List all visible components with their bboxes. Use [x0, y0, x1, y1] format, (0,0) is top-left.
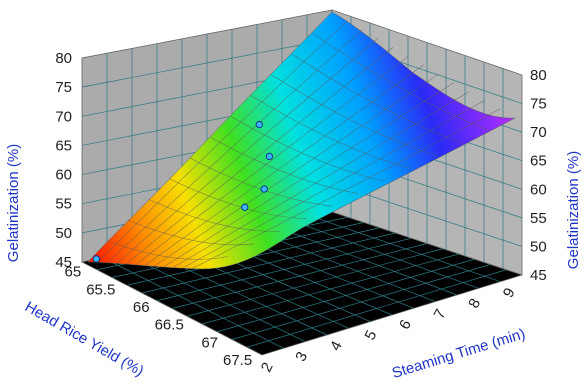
z-tick-label-right: 50 [530, 238, 547, 255]
data-point [260, 185, 268, 193]
surface-mesh-line [182, 100, 485, 269]
surface-mesh-line [154, 73, 439, 267]
data-point [241, 203, 249, 211]
y-tick-label: 65 [65, 264, 82, 281]
x-tick-label: 2 [258, 360, 277, 375]
surface-mesh-line [192, 108, 500, 269]
surface-mesh-line [311, 32, 490, 131]
surface-mesh-line [128, 220, 255, 246]
z-tick-label-right: 65 [530, 153, 547, 170]
z-tick-label-right: 70 [530, 124, 547, 141]
floor-gridline [311, 215, 501, 282]
z-tick-label-left: 50 [55, 225, 72, 242]
surface-mesh-line [144, 64, 424, 266]
floor-gridline [231, 264, 491, 340]
y-axis-label: Head Rice Yield (%) [22, 298, 147, 380]
surface-mesh-line [148, 199, 281, 232]
surface-mesh-line [209, 136, 359, 194]
z-tick-label-left: 45 [55, 254, 72, 271]
surface-mesh-line [250, 95, 411, 169]
surface-mesh-line [125, 47, 394, 265]
data-point [255, 120, 263, 129]
z-tick-label-right: 80 [530, 67, 547, 84]
z-tick-label-left: 55 [55, 196, 72, 213]
y-tick-label: 66 [133, 299, 150, 316]
x-tick-label: 6 [396, 317, 415, 332]
x-tick-label: 8 [465, 296, 484, 311]
z-axis-label-left: Gelatinization (%) [5, 144, 22, 262]
surface-mesh-line [163, 82, 455, 267]
z-axis-label-right: Gelatinization (%) [565, 151, 582, 269]
x-tick-label: 4 [327, 338, 346, 353]
surface-mesh-line [270, 74, 437, 157]
y-tick-label: 67 [201, 334, 218, 351]
surface-mesh-line [106, 29, 363, 264]
z-tick-label-right: 60 [530, 181, 547, 198]
surface-mesh-line [291, 53, 463, 144]
x-tick-label: 5 [362, 328, 381, 343]
data-point [265, 152, 274, 161]
surface-mesh-line [116, 38, 378, 264]
x-axis-label: Steaming Time (min) [390, 325, 527, 382]
y-tick-label: 67.5 [223, 352, 252, 369]
z-tick-label-left: 80 [55, 50, 72, 67]
floor-gridline [246, 269, 507, 348]
z-tick-label-right: 75 [530, 96, 547, 113]
surface-mesh [97, 20, 500, 269]
surface-mesh-line [173, 91, 470, 268]
surface-mesh-line [108, 240, 229, 260]
z-tick-label-right: 45 [530, 267, 547, 284]
y-tick-label: 65.5 [86, 281, 115, 298]
z-tick-label-left: 60 [55, 167, 72, 184]
surface-mesh-line [97, 20, 348, 263]
y-tick-label: 66.5 [155, 317, 184, 334]
x-tick-label: 3 [292, 349, 311, 364]
z-tick-label-left: 70 [55, 108, 72, 125]
x-tick-label: 7 [431, 306, 450, 321]
data-point [92, 255, 100, 263]
x-tick-label: 9 [500, 285, 519, 300]
z-tick-label-right: 55 [530, 210, 547, 227]
surface-mesh-line [230, 115, 385, 182]
z-tick-label-left: 65 [55, 137, 72, 154]
z-tick-label-left: 75 [55, 79, 72, 96]
